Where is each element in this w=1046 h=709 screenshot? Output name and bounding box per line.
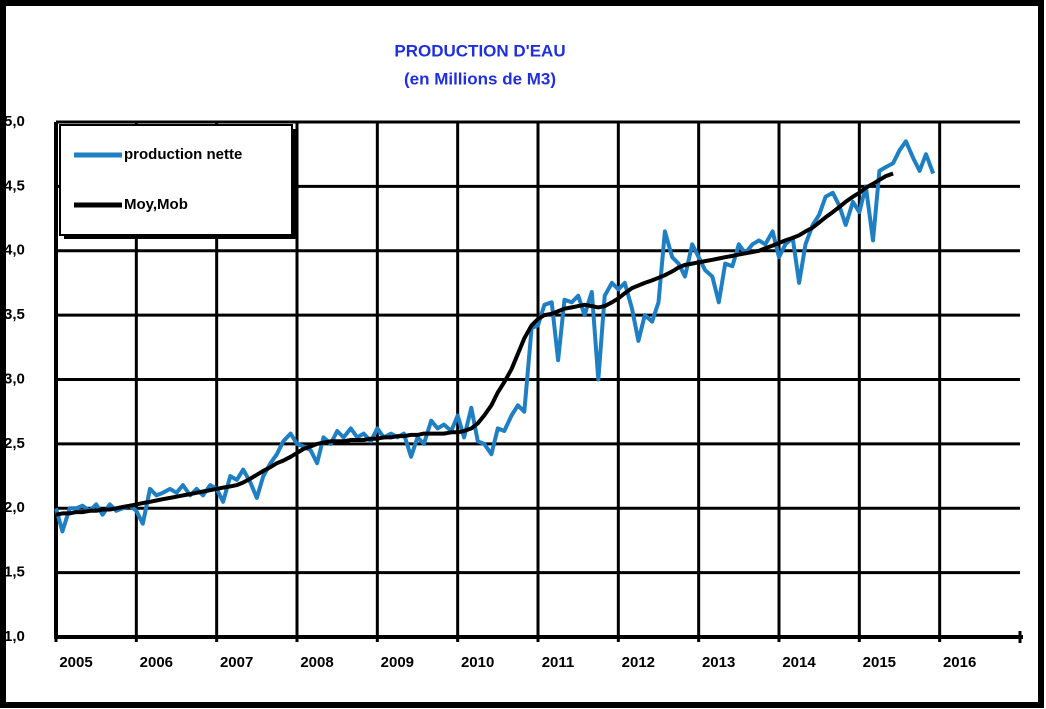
y-tick-label: 4,0: [4, 242, 25, 259]
y-tick-label: 2,5: [4, 435, 25, 452]
series-line: [55, 171, 894, 517]
y-tick-label: 3,0: [4, 370, 25, 387]
x-tick-label: 2005: [59, 654, 92, 671]
legend-label: production nette: [124, 146, 242, 163]
x-tick-label: 2012: [622, 654, 655, 671]
x-tick-label: 2010: [461, 654, 494, 671]
series-line: [54, 139, 936, 534]
legend-label: Moy,Mob: [124, 196, 188, 213]
x-tick-label: 2016: [943, 654, 976, 671]
chart-title: PRODUCTION D'EAU: [394, 41, 565, 60]
x-tick-label: 2013: [702, 654, 735, 671]
x-tick-label: 2015: [863, 654, 896, 671]
x-tick-label: 2006: [140, 654, 173, 671]
chart-subtitle: (en Millions de M3): [404, 69, 556, 88]
y-tick-label: 3,5: [4, 306, 25, 323]
y-tick-label: 1,0: [4, 628, 25, 645]
y-tick-label: 5,0: [4, 113, 25, 130]
x-tick-label: 2008: [300, 654, 333, 671]
y-tick-label: 4,5: [4, 177, 25, 194]
x-tick-label: 2014: [782, 654, 816, 671]
legend: [59, 124, 293, 236]
x-tick-label: 2009: [381, 654, 414, 671]
x-tick-label: 2011: [542, 654, 575, 671]
y-tick-label: 2,0: [4, 499, 25, 516]
x-tick-label: 2007: [220, 654, 253, 671]
y-tick-label: 1,5: [4, 564, 25, 581]
